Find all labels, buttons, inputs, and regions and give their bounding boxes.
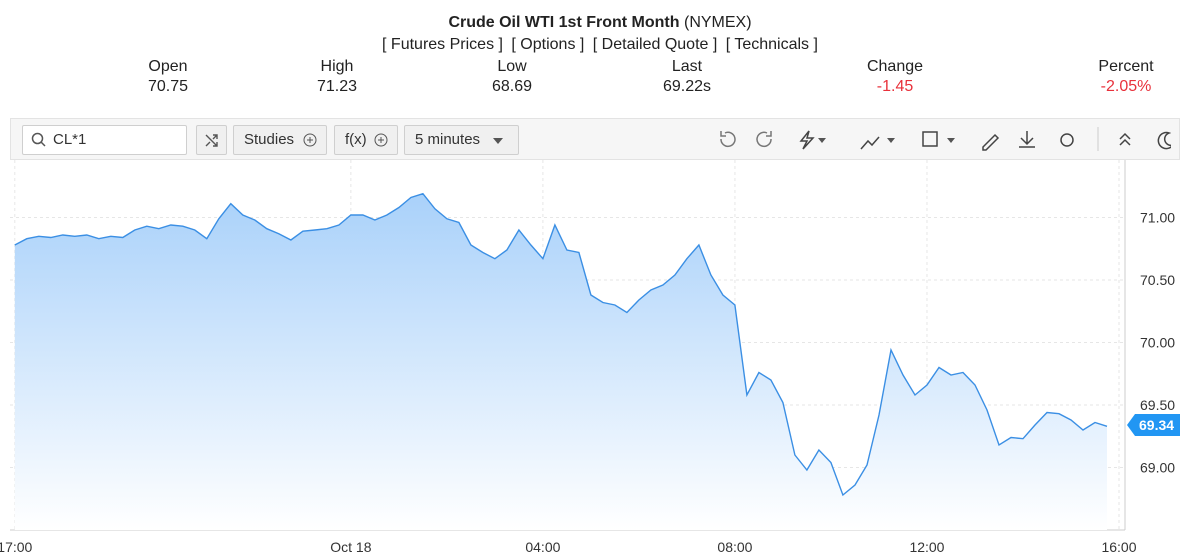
quote-value: 69.22s bbox=[662, 78, 712, 95]
studies-button[interactable]: Studies bbox=[233, 125, 327, 155]
x-tick-label: 12:00 bbox=[909, 539, 944, 555]
quote-label: Change bbox=[866, 58, 924, 75]
links: [ Futures Prices ] [ Options ] [ Detaile… bbox=[0, 36, 1200, 54]
undo-icon[interactable] bbox=[720, 131, 736, 148]
interval: 5 minutes bbox=[415, 131, 481, 148]
symbol: CL*1 bbox=[53, 131, 87, 148]
theme-icon[interactable] bbox=[1157, 131, 1171, 150]
link[interactable]: [ Detailed Quote ] bbox=[592, 36, 718, 53]
quote-label: Percent bbox=[1098, 58, 1154, 75]
quote-field: Change -1.45 bbox=[825, 57, 965, 97]
collapse-icon[interactable] bbox=[1119, 132, 1131, 146]
studies: Studies bbox=[244, 131, 295, 148]
line bbox=[14, 192, 1108, 497]
quote-field: Open 70.75 bbox=[98, 57, 238, 97]
quote-value: -1.45 bbox=[876, 78, 914, 95]
function: f(x) bbox=[345, 131, 367, 148]
quote-label: Last bbox=[671, 58, 703, 75]
quote-value: 70.75 bbox=[147, 78, 189, 95]
x-tick-label: 04:00 bbox=[525, 539, 560, 555]
quote-label: Open bbox=[148, 58, 188, 75]
exchange: (NYMEX) bbox=[683, 14, 752, 31]
y-tick-label: 69.00 bbox=[1140, 460, 1175, 476]
header-title: Crude Oil WTI 1st Front Month (NYMEX) bbox=[0, 14, 1200, 32]
toolbar-icons bbox=[720, 127, 1171, 151]
quote-value: 68.69 bbox=[491, 78, 533, 95]
search-icon bbox=[31, 132, 46, 147]
quote-field: Percent -2.05% bbox=[1056, 57, 1196, 97]
download-icon[interactable] bbox=[1019, 131, 1035, 148]
y-tick-label: 69.50 bbox=[1140, 397, 1175, 413]
quote-value: 71.23 bbox=[316, 78, 358, 95]
instrument-name: Crude Oil WTI 1st Front Month bbox=[448, 14, 680, 31]
function-button[interactable]: f(x) bbox=[334, 125, 398, 155]
quote-label: High bbox=[320, 58, 354, 75]
link[interactable]: [ Futures Prices ] bbox=[382, 36, 503, 53]
plus-icon bbox=[374, 133, 388, 147]
chart-type-icon[interactable] bbox=[860, 136, 880, 150]
price-tag bbox=[1127, 414, 1180, 436]
toolbar: CL*1 Studies f(x) 5 minutes bbox=[10, 118, 1180, 160]
interval-button[interactable]: 5 minutes bbox=[404, 125, 519, 155]
x-tick-label: Oct 18 bbox=[330, 539, 371, 555]
y-tick-label: 70.50 bbox=[1140, 272, 1175, 288]
y-tick-label: 70.00 bbox=[1140, 335, 1175, 351]
x-tick-label: 16:00 bbox=[1101, 539, 1136, 555]
caret-icon bbox=[493, 138, 503, 144]
y-tick-label: 71.00 bbox=[1140, 210, 1175, 226]
plus-icon bbox=[303, 133, 317, 147]
layout-icon[interactable] bbox=[922, 131, 938, 147]
x-tick-label: 08:00 bbox=[717, 539, 752, 555]
area bbox=[14, 193, 1107, 530]
quote-field: High 71.23 bbox=[267, 57, 407, 97]
quote-value: -2.05% bbox=[1100, 78, 1152, 95]
chart: 69.00 69.50 70.00 70.50 71.00 17:00 Oct 18 04:0… bbox=[0, 160, 1180, 555]
link[interactable]: [ Technicals ] bbox=[725, 36, 818, 53]
draw-icon[interactable] bbox=[799, 130, 815, 150]
price-tag-label: 69.34 bbox=[1139, 417, 1174, 433]
settings-icon[interactable] bbox=[1060, 133, 1074, 147]
redo-icon[interactable] bbox=[756, 131, 772, 148]
quote-field: Last 69.22s bbox=[617, 57, 757, 97]
quote-label: Low bbox=[497, 58, 527, 75]
quote-field: Low 68.69 bbox=[442, 57, 582, 97]
symbol-search[interactable]: CL*1 bbox=[22, 125, 187, 155]
pen-icon[interactable] bbox=[982, 133, 1000, 151]
link[interactable]: [ Options ] bbox=[511, 36, 585, 53]
x-tick-label: 17:00 bbox=[0, 539, 33, 555]
shuffle-icon bbox=[205, 134, 218, 147]
compare-button[interactable] bbox=[196, 125, 227, 155]
